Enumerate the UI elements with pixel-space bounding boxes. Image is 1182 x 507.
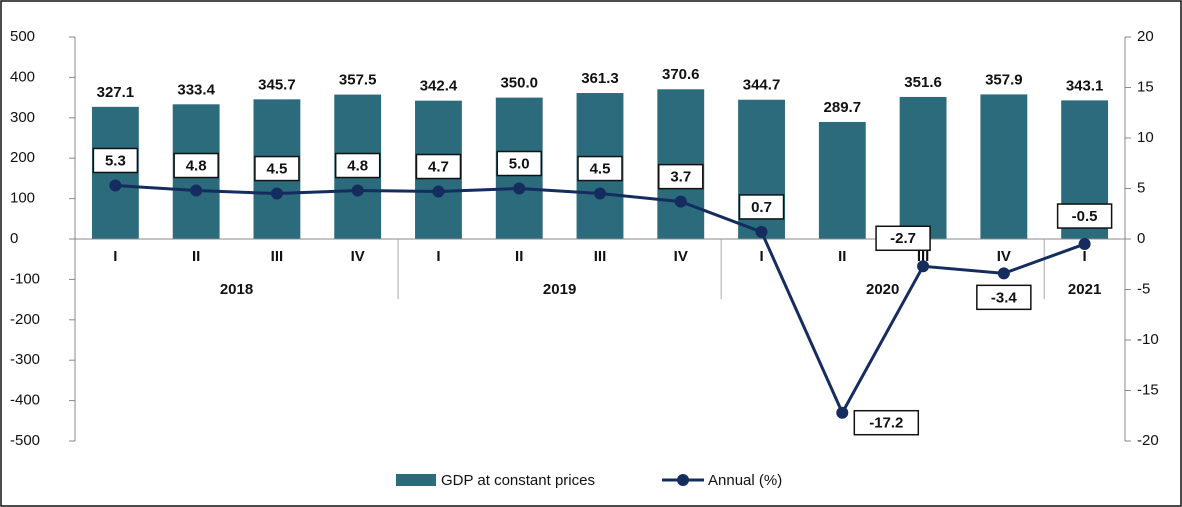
legend-label: Annual (%) — [708, 472, 782, 489]
line-label-box — [334, 152, 381, 179]
x-tick-label: I — [1083, 248, 1087, 265]
y-tick-label: -300 — [10, 351, 40, 368]
x-tick-label: III — [271, 248, 284, 265]
line-value-label: -0.5 — [1072, 208, 1098, 225]
x-tick-label: I — [113, 248, 117, 265]
line-value-label: -17.2 — [869, 415, 903, 432]
line-label-box — [1056, 203, 1113, 229]
bar-value-label: 361.3 — [581, 70, 619, 87]
y-tick-label: 200 — [10, 149, 35, 166]
line-marker — [351, 184, 364, 197]
line-value-label: 4.5 — [266, 161, 287, 178]
line-value-label: 4.7 — [428, 158, 449, 175]
bar-value-label: 350.0 — [500, 75, 538, 92]
y-tick-label: 0 — [10, 230, 18, 247]
bar-value-label: 357.9 — [985, 71, 1023, 88]
y2-tick-label: 5 — [1137, 179, 1145, 196]
line-label-box — [577, 155, 623, 182]
line-marker — [432, 185, 445, 198]
line-marker — [190, 184, 203, 197]
bar-value-label: 370.6 — [662, 66, 700, 83]
line-value-label: 4.5 — [590, 161, 611, 178]
group-label: 2021 — [1068, 281, 1101, 298]
line-label-box — [173, 152, 219, 179]
x-tick-label: II — [192, 248, 200, 265]
bar — [899, 96, 947, 239]
x-tick-label: IV — [997, 248, 1011, 265]
y2-tick-label: 0 — [1137, 230, 1145, 247]
line-marker — [917, 260, 930, 273]
line-marker — [997, 267, 1010, 280]
line-label-box — [738, 194, 785, 220]
line-label-box — [875, 225, 931, 252]
line-value-label: 5.3 — [105, 152, 126, 169]
line-label-box — [853, 409, 920, 436]
line-value-label: 0.7 — [751, 199, 772, 216]
bar-value-label: 327.1 — [97, 84, 135, 101]
y-tick-label: 100 — [10, 190, 35, 207]
y-tick-label: 400 — [10, 68, 35, 85]
y-tick-label: -500 — [10, 432, 40, 449]
y2-tick-label: -5 — [1137, 280, 1150, 297]
line-label-box — [92, 147, 139, 174]
y-tick-label: -200 — [10, 311, 40, 328]
y2-tick-label: 20 — [1137, 28, 1154, 45]
legend-swatch — [396, 474, 436, 486]
y-tick-label: -100 — [10, 270, 40, 287]
line-label-box — [496, 150, 542, 177]
line-label-box — [415, 153, 462, 180]
line-value-label: 3.7 — [670, 169, 691, 186]
bar-value-label: 333.4 — [177, 81, 215, 98]
line-marker — [674, 195, 687, 208]
x-tick-label: IV — [351, 248, 365, 265]
y-tick-label: 300 — [10, 109, 35, 126]
line-value-label: 5.0 — [509, 155, 530, 172]
bar-value-label: 357.5 — [339, 72, 377, 89]
bar-value-label: 342.4 — [420, 78, 458, 95]
line-label-box — [976, 284, 1032, 311]
line-value-label: 4.8 — [347, 157, 368, 174]
x-tick-label: II — [515, 248, 523, 265]
x-tick-label: III — [594, 248, 607, 265]
line-label-box — [658, 163, 704, 190]
x-tick-label: I — [436, 248, 440, 265]
bar — [980, 94, 1028, 239]
line-marker — [836, 406, 849, 419]
line-marker — [109, 179, 122, 192]
group-label: 2019 — [543, 281, 576, 298]
line-value-label: -3.4 — [991, 289, 1018, 306]
bar — [818, 121, 866, 239]
legend-label: GDP at constant prices — [441, 472, 595, 489]
legend-marker — [677, 474, 689, 486]
line-marker — [755, 225, 768, 238]
y2-tick-label: -10 — [1137, 331, 1159, 348]
line-marker — [270, 187, 283, 200]
y2-tick-label: 15 — [1137, 78, 1154, 95]
y2-tick-label: 10 — [1137, 129, 1154, 146]
x-tick-label: II — [838, 248, 846, 265]
x-tick-label: IV — [674, 248, 688, 265]
group-label: 2018 — [220, 281, 253, 298]
x-tick-label: III — [917, 248, 930, 265]
x-tick-label: I — [759, 248, 763, 265]
line-value-label: -2.7 — [890, 230, 916, 247]
bar-value-label: 343.1 — [1066, 77, 1104, 94]
bar-value-label: 345.7 — [258, 76, 296, 93]
bar-value-label: 344.7 — [743, 77, 781, 94]
y-tick-label: -400 — [10, 392, 40, 409]
line-label-box — [254, 155, 300, 182]
group-label: 2020 — [866, 281, 899, 298]
line-marker — [513, 182, 526, 195]
line-value-label: 4.8 — [186, 157, 207, 174]
line-marker — [1078, 238, 1091, 251]
y-tick-label: 500 — [10, 28, 35, 45]
bar-value-label: 351.6 — [904, 74, 942, 91]
y2-tick-label: -20 — [1137, 432, 1159, 449]
bar-value-label: 289.7 — [824, 99, 862, 116]
line-marker — [594, 187, 606, 200]
y2-tick-label: -15 — [1137, 381, 1159, 398]
